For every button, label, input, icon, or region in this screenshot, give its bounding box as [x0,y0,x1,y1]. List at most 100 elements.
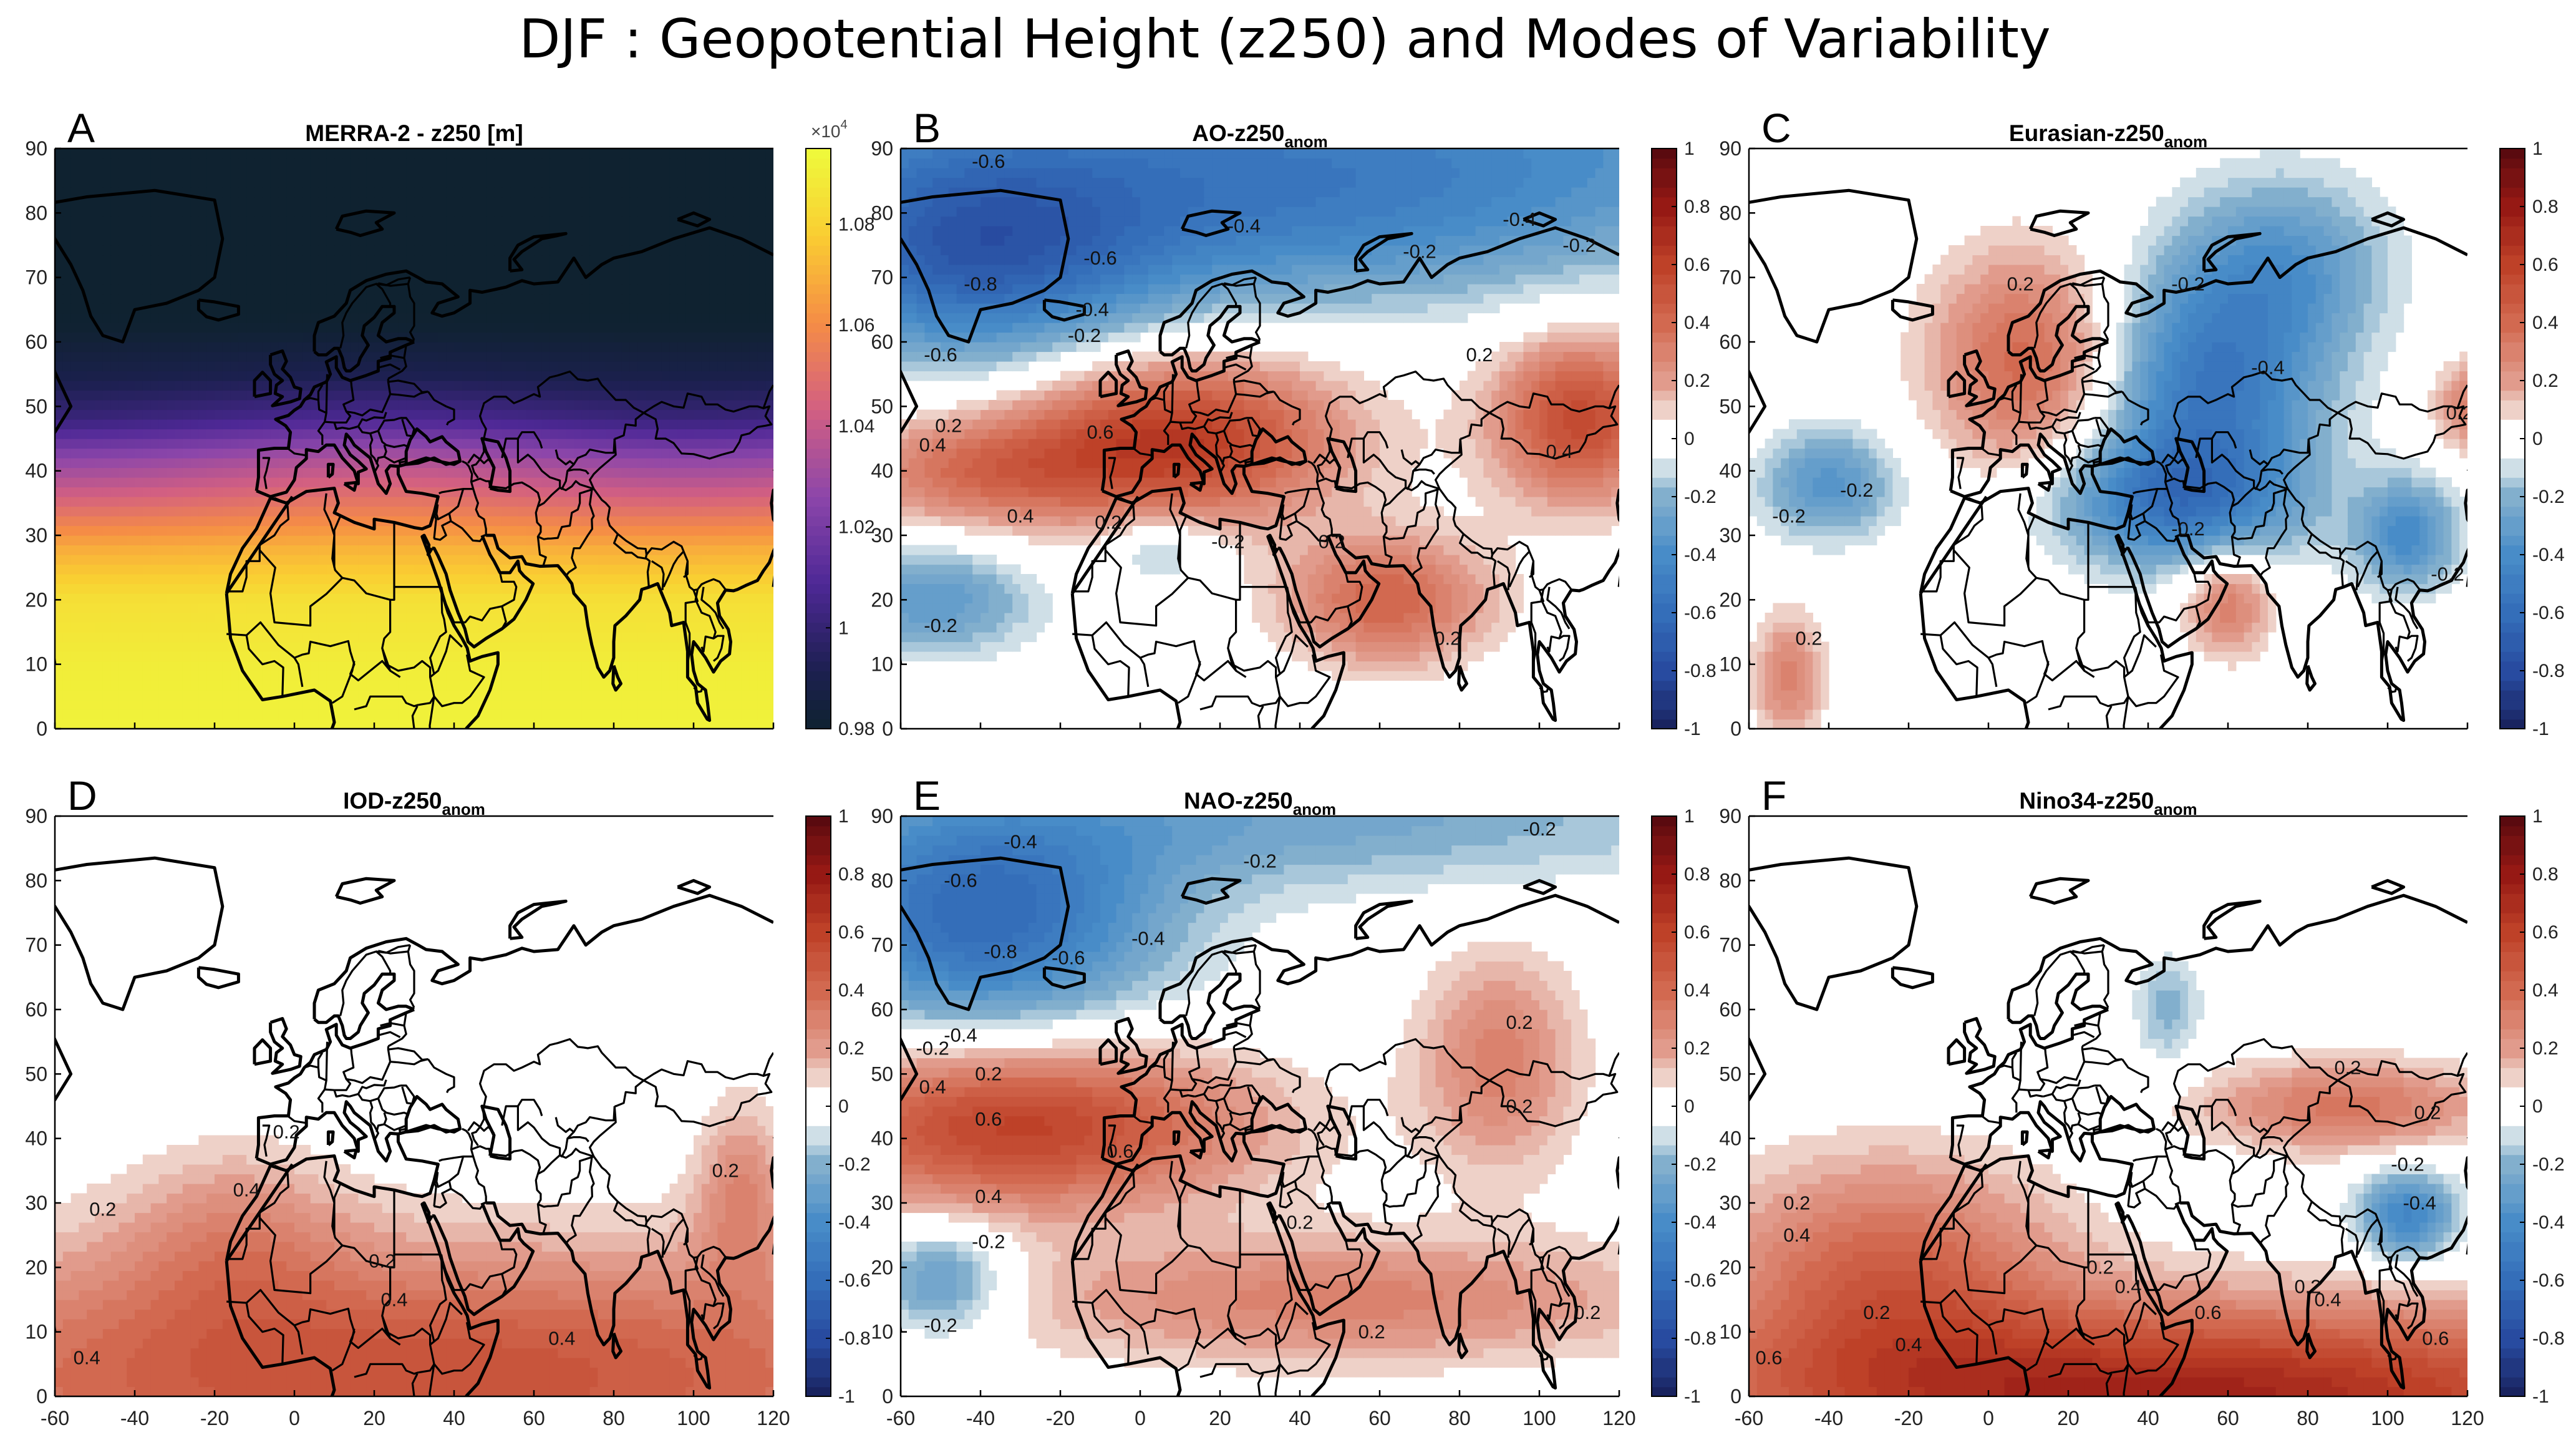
field-cell [142,535,152,546]
field-cell [694,419,702,430]
field-cell [79,497,87,507]
field-cell [646,699,654,710]
field-cell [558,439,566,449]
field-cell [534,651,543,662]
field-cell [749,622,758,633]
field-cell [278,574,287,585]
field-cell [358,255,367,265]
field-cell [119,535,127,546]
field-cell [518,487,526,497]
field-cell [310,661,319,671]
field-cell [182,409,191,420]
field-cell [422,371,431,381]
field-cell [454,574,463,585]
field-cell [110,284,119,294]
field-cell [246,574,255,585]
field-cell [749,419,758,430]
field-cell [629,284,638,294]
field-cell [238,187,247,198]
field-cell [175,342,183,353]
field-cell [278,332,287,343]
field-cell [717,216,726,226]
field-cell [150,439,159,449]
field-cell [294,719,303,729]
field-cell [765,274,773,285]
field-cell [398,245,407,256]
field-cell [637,274,646,285]
field-cell [669,245,678,256]
field-cell [206,497,215,507]
field-cell [566,709,574,720]
field-cell [589,593,598,604]
field-cell [629,564,638,575]
field-cell [230,207,239,217]
field-cell [70,497,79,507]
field-cell [222,400,231,411]
field-cell [581,207,591,217]
field-cell [95,564,104,575]
field-cell [725,458,734,469]
field-cell [190,381,199,391]
field-cell [541,641,551,652]
field-cell [422,235,431,246]
field-cell [501,400,511,411]
field-cell [55,680,64,691]
field-cell [669,265,678,275]
field-cell [717,371,726,381]
field-cell [366,361,375,372]
field-cell [741,613,750,623]
field-cell [677,525,686,536]
field-cell [230,525,239,536]
field-cell [614,381,622,391]
field-cell [462,477,471,488]
field-cell [438,235,447,246]
field-cell [629,709,638,720]
field-cell [246,284,255,294]
field-cell [438,390,447,401]
field-cell [470,390,478,401]
field-cell [430,409,438,420]
field-cell [446,381,455,391]
field-cell [119,381,127,391]
field-cell [55,439,64,449]
field-cell [669,709,678,720]
field-cell [637,458,646,469]
field-cell [589,216,598,226]
field-cell [246,497,255,507]
field-cell [446,671,455,681]
field-cell [414,439,423,449]
field-cell [270,467,279,478]
field-cell [310,613,319,623]
field-cell [685,699,694,710]
field-cell [598,699,606,710]
field-cell [182,709,191,720]
field-cell [518,651,526,662]
field-cell [677,661,686,671]
field-cell [541,661,551,671]
field-cell [581,284,591,294]
field-cell [717,332,726,343]
field-cell [598,516,606,527]
field-cell [462,245,471,256]
field-cell [558,603,566,613]
field-cell [757,197,766,207]
field-cell [79,680,87,691]
field-cell [741,651,750,662]
field-cell [142,409,152,420]
field-cell [430,216,438,226]
field-cell [262,332,271,343]
field-cell [501,641,511,652]
field-cell [478,361,487,372]
field-cell [765,313,773,323]
field-cell [127,525,135,536]
field-cell [566,361,574,372]
field-cell [725,661,734,671]
field-cell [119,555,127,565]
field-cell [406,448,415,459]
field-cell [230,342,239,353]
field-cell [717,525,726,536]
field-cell [270,187,279,198]
field-cell [167,497,175,507]
field-cell [326,216,335,226]
field-cell [246,361,255,372]
